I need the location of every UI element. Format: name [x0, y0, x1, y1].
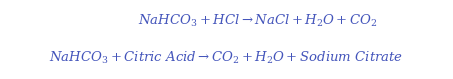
- Text: $NaHCO_3 + Citric\ Acid \rightarrow CO_2 + H_2O + Sodium\ Citrate$: $NaHCO_3 + Citric\ Acid \rightarrow CO_2…: [49, 50, 404, 66]
- Text: $NaHCO_3 + HCl \rightarrow NaCl + H_2O + CO_2$: $NaHCO_3 + HCl \rightarrow NaCl + H_2O +…: [139, 13, 378, 29]
